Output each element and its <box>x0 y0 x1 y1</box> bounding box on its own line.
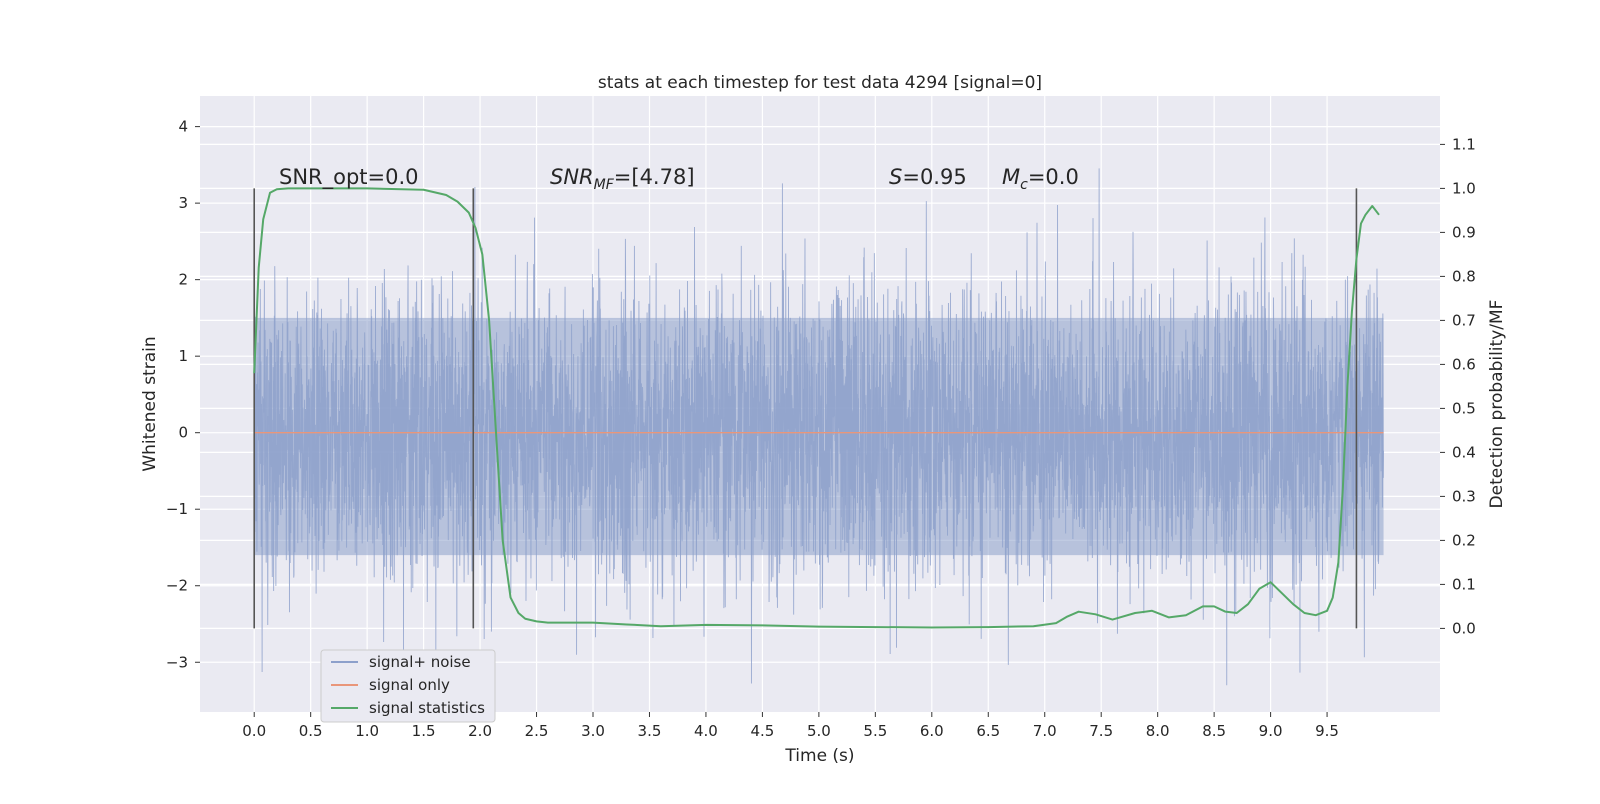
x-tick-label: 5.5 <box>863 722 887 740</box>
x-tick-label: 8.5 <box>1202 722 1226 740</box>
chart-title: stats at each timestep for test data 429… <box>598 73 1042 93</box>
x-tick-label: 9.5 <box>1315 722 1339 740</box>
legend: signal+ noise signal only signal statist… <box>320 649 496 723</box>
legend-label-signal-statistics: signal statistics <box>369 699 485 717</box>
legend-box <box>320 649 496 723</box>
axes: 0.0 0.5 1.0 1.5 2.0 2.5 3.0 3.5 4.0 4.5 5.0 5.5 6.0 6… <box>166 118 1476 740</box>
y-right-tick-label: 0.6 <box>1452 355 1476 373</box>
annotation-s: S=0.95 <box>889 165 967 189</box>
series-signal-noise <box>253 168 1384 686</box>
x-tick-label: 7.0 <box>1033 722 1057 740</box>
x-tick-label: 5.0 <box>807 722 831 740</box>
y-tick-label: −1 <box>166 500 188 518</box>
x-tick-label: 2.5 <box>525 722 549 740</box>
x-tick-label: 9.0 <box>1259 722 1283 740</box>
x-tick-label: 7.5 <box>1089 722 1113 740</box>
x-tick-label: 4.0 <box>694 722 718 740</box>
y-right-tick-label: 0.3 <box>1452 487 1476 505</box>
y-tick-label: 0 <box>178 424 188 442</box>
x-tick-label: 6.5 <box>976 722 1000 740</box>
x-tick-label: 0.0 <box>242 722 266 740</box>
x-tick-label: 6.0 <box>920 722 944 740</box>
y-right-tick-label: 0.2 <box>1452 531 1476 549</box>
y-tick-label: 2 <box>178 271 188 289</box>
y-right-tick-label: 0.1 <box>1452 575 1476 593</box>
y-axis-right-label: Detection probability/MF <box>1487 300 1507 509</box>
x-axis-label: Time (s) <box>784 746 854 766</box>
series-signal-statistics <box>253 187 1380 629</box>
y-tick-label: 4 <box>178 118 188 136</box>
annotation-snr-opt: SNR_opt=0.0 <box>279 165 419 190</box>
annotation-snr-mf: SNRMF=[4.78] <box>550 165 695 193</box>
y-right-tick-label: 1.1 <box>1452 135 1476 153</box>
y-axis-label: Whitened strain <box>140 336 160 471</box>
x-tick-label: 3.0 <box>581 722 605 740</box>
x-tick-label: 0.5 <box>299 722 323 740</box>
y-tick-label: 3 <box>178 194 188 212</box>
y-right-tick-label: 0.0 <box>1452 619 1476 637</box>
y-right-tick-label: 0.8 <box>1452 267 1476 285</box>
x-tick-label: 8.0 <box>1146 722 1170 740</box>
x-tick-label: 2.0 <box>468 722 492 740</box>
y-right-tick-label: 0.9 <box>1452 223 1476 241</box>
y-tick-label: −3 <box>166 653 188 671</box>
x-tick-label: 4.5 <box>750 722 774 740</box>
y-right-tick-label: 0.7 <box>1452 311 1476 329</box>
legend-label-signal-noise: signal+ noise <box>369 653 471 671</box>
annotation-mc: Mc=0.0 <box>1002 165 1079 193</box>
x-tick-label: 1.0 <box>355 722 379 740</box>
signal-statistics-line <box>253 187 1380 629</box>
x-tick-label: 1.5 <box>412 722 436 740</box>
y-right-tick-label: 1.0 <box>1452 179 1476 197</box>
y-right-tick-label: 0.4 <box>1452 443 1476 461</box>
y-tick-label: 1 <box>178 347 188 365</box>
y-right-tick-label: 0.5 <box>1452 399 1476 417</box>
y-tick-label: −2 <box>166 577 188 595</box>
signal-noise-bulk <box>254 317 1384 556</box>
legend-label-signal-only: signal only <box>369 676 450 694</box>
x-tick-label: 3.5 <box>638 722 662 740</box>
